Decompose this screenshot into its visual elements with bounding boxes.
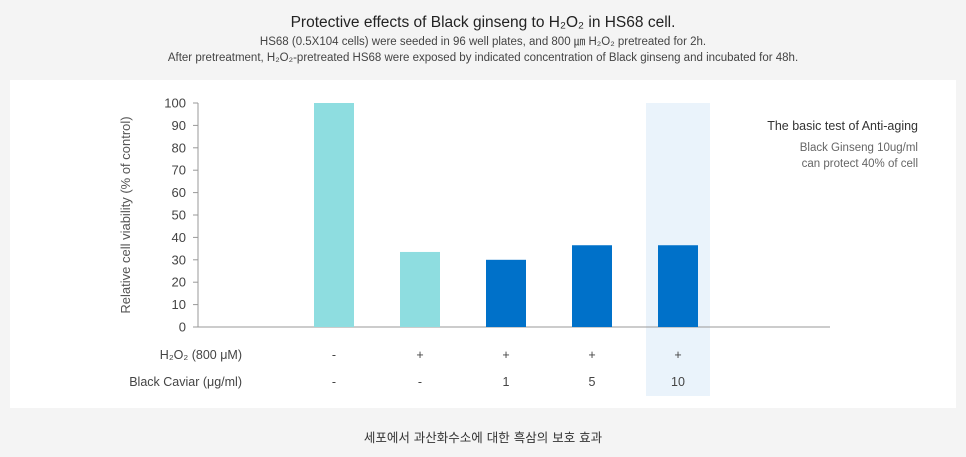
y-tick-label: 40 <box>172 230 186 245</box>
condition-value: - <box>418 375 422 389</box>
condition-row-label: Black Caviar (μg/ml) <box>129 375 242 389</box>
annotation-heading: The basic test of Anti-aging <box>767 119 918 133</box>
y-tick-label: 30 <box>172 252 186 267</box>
bar-3 <box>486 259 526 327</box>
condition-value: - <box>332 348 336 362</box>
bar-1 <box>314 103 354 327</box>
condition-value: + <box>416 348 423 362</box>
annotation-line: can protect 40% of cell <box>802 158 918 170</box>
bar-5 <box>658 245 698 327</box>
y-tick-label: 90 <box>172 118 186 133</box>
condition-value: + <box>502 348 509 362</box>
condition-value: + <box>674 348 681 362</box>
condition-value: 1 <box>503 375 510 389</box>
y-tick-label: 10 <box>172 297 186 312</box>
bar-chart: 0 10 20 30 40 50 60 70 80 90 100 Relative cell viab… <box>118 96 918 396</box>
bar-2 <box>400 251 440 327</box>
y-axis-title: Relative cell viability (% of control) <box>118 116 133 313</box>
bar-4 <box>572 245 612 327</box>
chart-header: Protective effects of Black ginseng to H… <box>0 12 966 66</box>
chart-subtitle-line-2: After pretreatment, H₂O₂-pretreated HS68… <box>167 52 799 64</box>
y-tick-label: 50 <box>172 208 186 223</box>
chart-title: Protective effects of Black ginseng to H… <box>290 14 676 31</box>
chart-subtitle-line-1: HS68 (0.5X104 cells) were seeded in 96 w… <box>259 36 707 48</box>
y-tick-label: 80 <box>172 140 186 155</box>
condition-row-label: H₂O₂ (800 μM) <box>160 348 242 362</box>
condition-value: 10 <box>671 375 685 389</box>
y-tick-label: 70 <box>172 163 186 178</box>
condition-value: - <box>332 375 336 389</box>
condition-value: + <box>588 348 595 362</box>
chart-panel: 0 10 20 30 40 50 60 70 80 90 100 Relative cell viab… <box>10 80 956 408</box>
y-tick-label: 100 <box>164 96 186 111</box>
y-tick-label: 60 <box>172 185 186 200</box>
y-tick-label: 0 <box>179 320 186 335</box>
y-tick-label: 20 <box>172 275 186 290</box>
annotation-line: Black Ginseng 10ug/ml <box>800 142 918 154</box>
condition-value: 5 <box>589 375 596 389</box>
figure-caption: 세포에서 과산화수소에 대한 흑삼의 보호 효과 <box>363 430 603 445</box>
